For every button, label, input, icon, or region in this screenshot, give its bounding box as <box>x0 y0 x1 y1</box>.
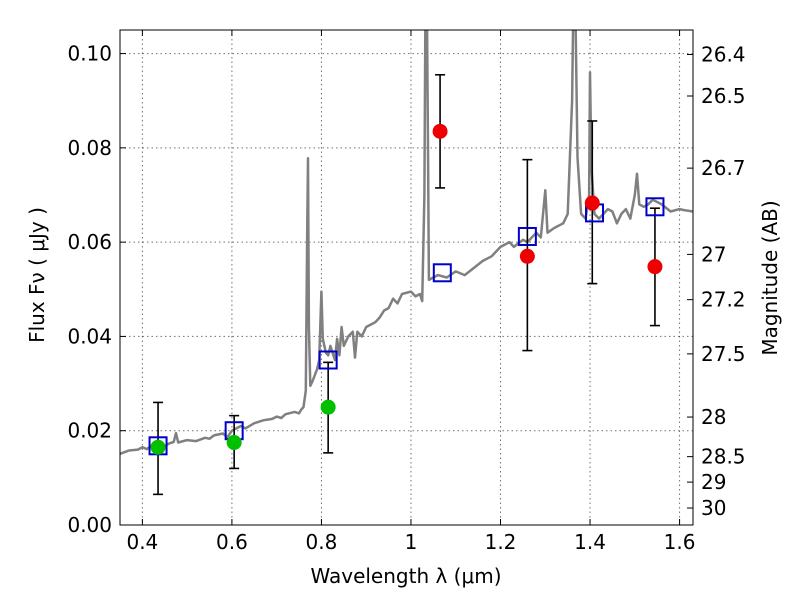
mag-tick-label: 26.7 <box>701 156 746 180</box>
x-tick-label: 1.6 <box>664 530 696 554</box>
mag-tick-label: 29 <box>701 470 726 494</box>
mag-tick-label: 28.5 <box>701 445 746 469</box>
y-tick-label: 0.04 <box>67 324 112 348</box>
y2-axis-title: Magnitude (AB) <box>758 200 782 355</box>
x-tick-label: 0.4 <box>126 530 158 554</box>
data-point <box>647 259 663 275</box>
grid <box>120 30 693 526</box>
x-tick-label: 1.2 <box>485 530 517 554</box>
data-point <box>519 248 535 264</box>
model-square <box>645 197 665 217</box>
x-axis-title: Wavelength λ (μm) <box>310 564 501 588</box>
mag-tick-label: 28 <box>701 405 726 429</box>
data-point <box>150 439 166 455</box>
x-tick-label: 1 <box>405 530 418 554</box>
mag-tick-label: 27.5 <box>701 342 746 366</box>
y-tick-label: 0.10 <box>67 42 112 66</box>
plot-area <box>120 30 693 455</box>
y-tick-label: 0.00 <box>67 513 112 537</box>
markers <box>148 73 665 496</box>
mag-tick-label: 26.4 <box>701 43 746 67</box>
data-point <box>432 123 448 139</box>
plot-frame <box>119 29 694 526</box>
x-tick-label: 0.8 <box>306 530 338 554</box>
model-square <box>517 226 537 246</box>
data-point <box>584 195 600 211</box>
data-point <box>226 435 242 450</box>
mag-tick-label: 27 <box>701 242 726 266</box>
model-square <box>318 350 338 370</box>
y-tick-label: 0.02 <box>67 419 112 443</box>
ticks: 0.4 0.6 0.8 1 1.2 1.4 1.6 0.00 0.02 0.04 0.06 0.08 0… <box>67 30 746 554</box>
mag-tick-label: 30 <box>701 496 726 520</box>
y-tick-label: 0.06 <box>67 230 112 254</box>
mag-tick-label: 26.5 <box>701 84 746 108</box>
y-axis-title: Flux Fν ( μJy ) <box>25 207 49 343</box>
data-point <box>320 399 336 415</box>
y-tick-label: 0.08 <box>67 136 112 160</box>
spectrum-line <box>120 30 693 455</box>
x-tick-label: 1.4 <box>574 530 606 554</box>
mag-tick-label: 27.2 <box>701 288 746 312</box>
x-tick-label: 0.6 <box>216 530 248 554</box>
model-square <box>432 263 452 283</box>
